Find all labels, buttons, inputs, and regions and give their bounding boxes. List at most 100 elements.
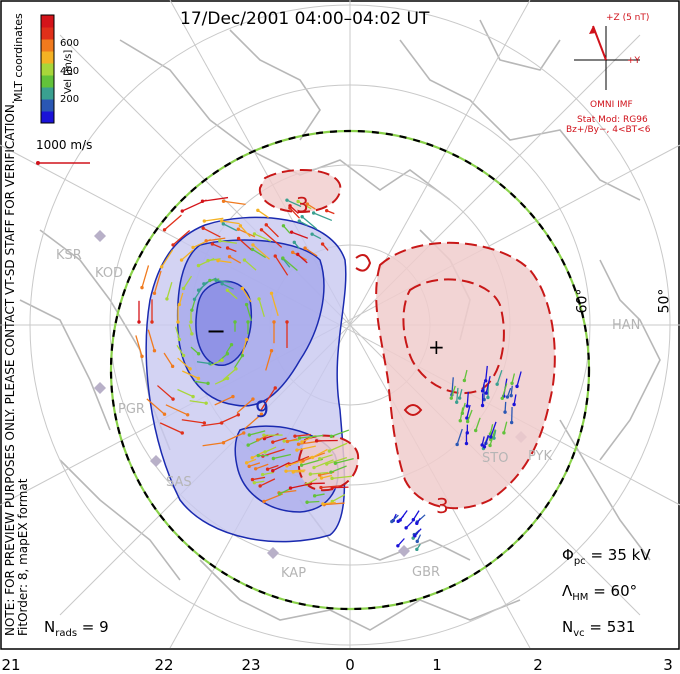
velocity-vector <box>176 344 185 356</box>
velocity-vector-origin <box>465 416 469 420</box>
velocity-vector-origin <box>465 419 470 424</box>
velocity-vector-origin <box>305 202 310 206</box>
velocity-vector-origin <box>216 258 220 263</box>
velocity-vector-origin <box>489 435 493 439</box>
velocity-vector-origin <box>171 243 175 247</box>
stat-phi-symbol: Φ <box>562 546 574 564</box>
velocity-vector <box>265 224 279 238</box>
velocity-vector-origin <box>260 472 265 477</box>
velocity-vector-origin <box>311 211 316 215</box>
dawn-cell-small-loop <box>403 404 423 416</box>
velocity-vector-origin <box>465 431 469 435</box>
velocity-vector <box>204 217 224 222</box>
velocity-vector <box>456 388 459 403</box>
velocity-vector-origin <box>196 263 201 268</box>
velocity-vector-origin <box>317 473 322 477</box>
imf-source: OMNI IMF <box>590 100 633 110</box>
velocity-vector <box>214 377 228 385</box>
velocity-vector-origin <box>259 412 264 416</box>
velocity-vector-origin <box>480 403 485 408</box>
velocity-vector-origin <box>256 208 260 213</box>
velocity-vector-origin <box>282 439 286 443</box>
velocity-vector-origin <box>242 258 247 262</box>
velocity-vector-origin <box>462 378 467 383</box>
velocity-vector-origin <box>449 396 453 400</box>
colorbar-segment <box>41 27 54 40</box>
stat-lambda-hm: ΛHM = 60° <box>562 582 637 603</box>
station-han: HAN <box>612 318 641 333</box>
velocity-vector-origin <box>165 297 169 301</box>
velocity-vector <box>223 223 238 232</box>
velocity-vector <box>279 488 291 495</box>
velocity-vector <box>252 248 266 259</box>
velocity-vector-origin <box>219 421 224 425</box>
velocity-vector <box>221 220 240 225</box>
mlt-tick-1: 1 <box>432 656 442 674</box>
velocity-vector <box>299 434 324 439</box>
velocity-vector-origin <box>312 494 317 498</box>
velocity-vector-origin <box>308 472 313 476</box>
velocity-vector-origin <box>505 395 510 399</box>
velocity-vector-origin <box>273 386 277 390</box>
velocity-vector <box>239 225 251 238</box>
stat-n-vc: Nvc = 531 <box>562 618 635 639</box>
velocity-vector-origin <box>185 413 190 417</box>
velocity-vector <box>194 380 209 385</box>
velocity-vector <box>322 501 336 505</box>
velocity-vector-origin <box>289 230 294 234</box>
velocity-vector-origin <box>333 461 338 465</box>
velocity-vector <box>456 428 463 445</box>
velocity-vector-origin <box>201 226 205 230</box>
velocity-vector-origin <box>240 353 245 358</box>
velocity-vector-origin <box>264 223 268 227</box>
velocity-vector <box>181 370 199 379</box>
velocity-vector <box>466 391 469 407</box>
velocity-vector-origin <box>246 320 250 324</box>
imf-dial <box>574 25 640 90</box>
velocity-vector <box>496 369 503 385</box>
stat-phi-value: = 35 kV <box>585 546 651 564</box>
velocity-vector <box>206 237 226 242</box>
velocity-vector <box>226 289 238 300</box>
velocity-vector <box>222 368 237 381</box>
velocity-vector <box>245 304 252 322</box>
velocity-vector <box>331 475 352 479</box>
velocity-vector <box>244 259 257 271</box>
velocity-vector <box>217 259 232 264</box>
velocity-vector-origin <box>200 199 205 203</box>
velocity-vector <box>258 298 265 317</box>
velocity-vector <box>304 247 318 257</box>
stat-lambda-value: = 60° <box>588 582 638 600</box>
velocity-vector <box>450 385 456 399</box>
velocity-vector <box>399 510 408 521</box>
velocity-vector-origin <box>247 464 251 469</box>
contour-label-top: 3 <box>296 193 309 217</box>
velocity-vector <box>255 463 269 470</box>
velocity-vector <box>202 196 229 202</box>
velocity-vector <box>294 433 311 437</box>
velocity-vector <box>252 244 270 260</box>
velocity-vector-origin <box>292 240 296 245</box>
velocity-vector-origin <box>192 297 197 301</box>
velocity-vector <box>221 283 234 290</box>
velocity-vector-origin <box>214 278 218 283</box>
velocity-vector-origin <box>455 400 459 404</box>
velocity-vector-origin <box>464 441 469 446</box>
velocity-vector <box>164 214 182 231</box>
velocity-vector-origin <box>152 349 157 353</box>
mlt-tick-23: 23 <box>241 656 261 674</box>
velocity-vector-origin <box>202 421 207 425</box>
velocity-vector-origin <box>310 455 315 460</box>
velocity-vector <box>270 293 279 316</box>
velocity-vector <box>489 429 496 446</box>
velocity-vector-origin <box>503 410 507 414</box>
velocity-vector-origin <box>263 450 267 454</box>
velocity-vector-origin <box>327 449 332 453</box>
velocity-vector <box>181 249 194 261</box>
velocity-vector <box>490 421 497 438</box>
velocity-vector <box>412 510 420 521</box>
velocity-vector-origin <box>196 352 201 356</box>
velocity-vector-origin <box>284 469 288 473</box>
velocity-vector <box>272 437 287 443</box>
velocity-vector <box>135 335 143 357</box>
